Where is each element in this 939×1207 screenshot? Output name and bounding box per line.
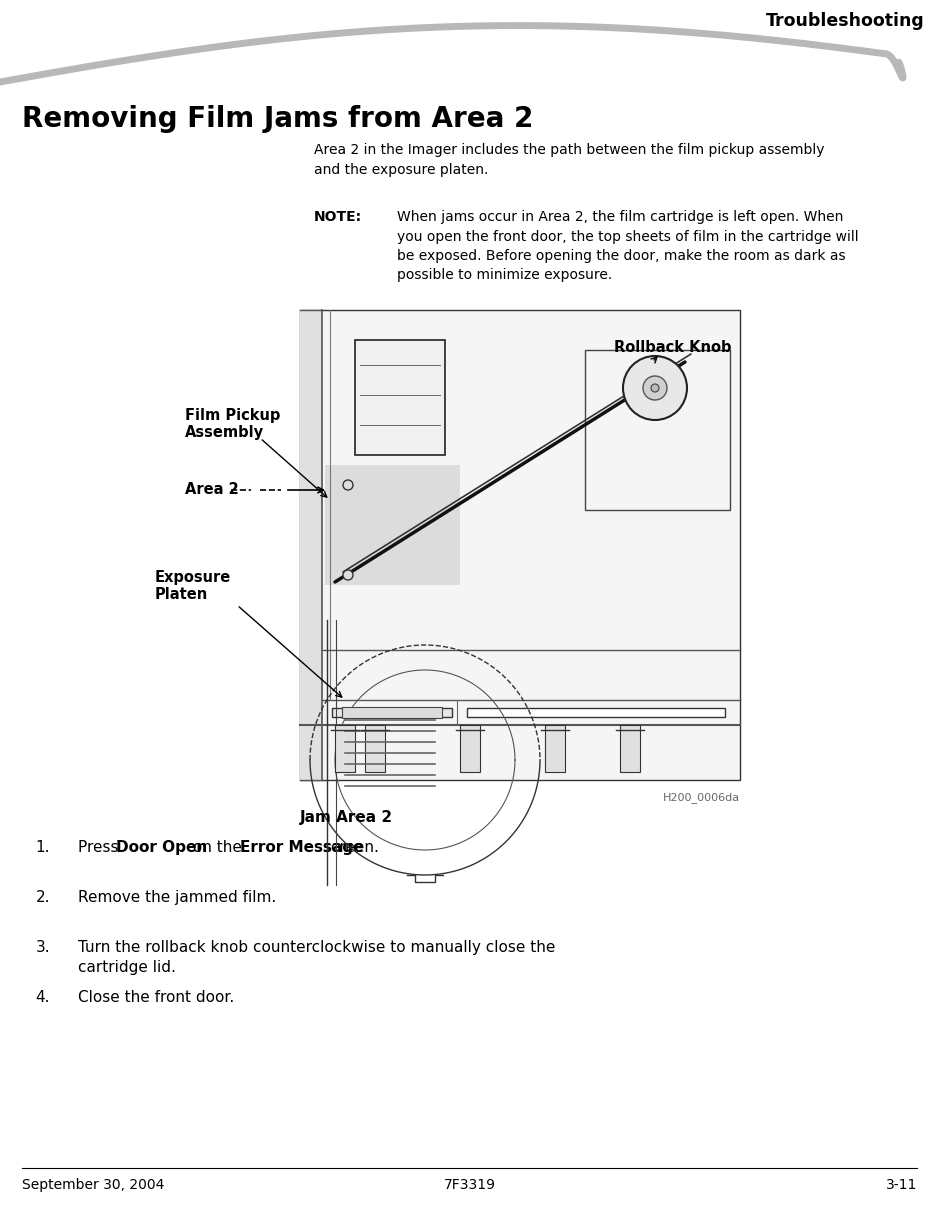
Text: Area 2 in the Imager includes the path between the film pickup assembly
and the : Area 2 in the Imager includes the path b… xyxy=(314,142,824,177)
Text: Rollback Knob: Rollback Knob xyxy=(614,340,732,355)
Text: Error Message: Error Message xyxy=(240,840,363,855)
Text: September 30, 2004: September 30, 2004 xyxy=(22,1178,164,1193)
Text: 1.: 1. xyxy=(36,840,50,855)
Text: 2.: 2. xyxy=(36,890,50,905)
Circle shape xyxy=(651,384,659,392)
Bar xyxy=(342,707,442,718)
Text: Jam Area 2: Jam Area 2 xyxy=(300,810,393,826)
Bar xyxy=(620,725,640,772)
Bar xyxy=(325,465,460,585)
Text: Press: Press xyxy=(78,840,123,855)
Text: Film Pickup
Assembly: Film Pickup Assembly xyxy=(185,408,281,441)
Circle shape xyxy=(623,356,687,420)
Text: NOTE:: NOTE: xyxy=(314,210,362,225)
Text: Door Open: Door Open xyxy=(116,840,208,855)
Text: When jams occur in Area 2, the film cartridge is left open. When
you open the fr: When jams occur in Area 2, the film cart… xyxy=(397,210,858,282)
Circle shape xyxy=(343,480,353,490)
Text: Area 2: Area 2 xyxy=(185,483,239,497)
Text: Remove the jammed film.: Remove the jammed film. xyxy=(78,890,276,905)
Text: Removing Film Jams from Area 2: Removing Film Jams from Area 2 xyxy=(22,105,533,133)
Text: 4.: 4. xyxy=(36,990,50,1005)
Text: on the: on the xyxy=(188,840,247,855)
Text: Turn the rollback knob counterclockwise to manually close the
cartridge lid.: Turn the rollback knob counterclockwise … xyxy=(78,940,555,975)
Bar xyxy=(545,725,565,772)
Text: screen.: screen. xyxy=(318,840,378,855)
Bar xyxy=(585,350,730,511)
Text: 3.: 3. xyxy=(36,940,50,955)
Bar xyxy=(300,310,740,780)
Bar xyxy=(332,709,452,717)
Text: Troubleshooting: Troubleshooting xyxy=(766,12,925,30)
Circle shape xyxy=(643,377,667,400)
Text: Close the front door.: Close the front door. xyxy=(78,990,234,1005)
Text: H200_0006da: H200_0006da xyxy=(663,792,740,803)
Text: 3-11: 3-11 xyxy=(885,1178,917,1193)
Bar xyxy=(467,709,725,717)
Bar xyxy=(335,725,355,772)
Circle shape xyxy=(343,570,353,581)
Bar xyxy=(460,725,480,772)
Text: Exposure
Platen: Exposure Platen xyxy=(155,570,231,602)
Bar xyxy=(300,310,322,780)
Bar xyxy=(355,340,445,455)
Text: 7F3319: 7F3319 xyxy=(443,1178,496,1193)
Bar xyxy=(365,725,385,772)
